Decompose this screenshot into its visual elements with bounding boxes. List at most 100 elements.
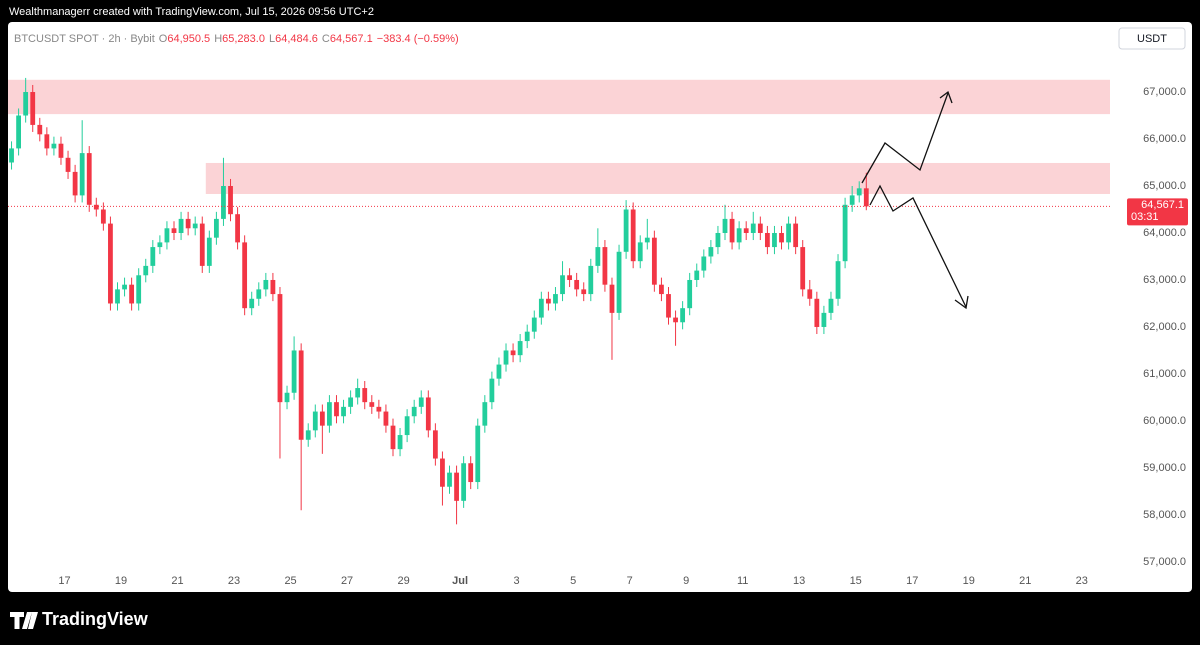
candle-body	[454, 472, 459, 501]
candle-body	[701, 256, 707, 271]
logo: TradingView	[10, 609, 149, 629]
resistance-zone	[8, 79, 1110, 115]
currency[interactable]: USDT	[1137, 33, 1167, 45]
candle-body	[793, 223, 799, 248]
candle-body	[277, 294, 283, 403]
candle-body	[673, 317, 678, 323]
candle-body	[143, 265, 149, 276]
candle-body	[185, 218, 191, 229]
x-tick-label: 15	[850, 575, 862, 587]
candle-body	[44, 134, 50, 149]
candle-body	[228, 185, 233, 215]
candle-body	[171, 228, 177, 233]
candle-body	[828, 298, 834, 313]
ohlc-value: 64,484.6	[275, 33, 318, 45]
candle-body	[30, 92, 36, 125]
candle-body	[496, 364, 502, 379]
y-tick-label: 64,000.0	[1143, 227, 1186, 239]
symbol: BTCUSDT SPOT · 2h · Bybit	[14, 33, 155, 45]
countdown: 03:31	[1131, 211, 1159, 223]
ohlc-key: C	[322, 33, 330, 45]
x-tick-label: 13	[793, 575, 805, 587]
plot	[8, 77, 1110, 525]
candle-body	[192, 223, 198, 229]
candle-body	[807, 289, 813, 299]
x-tick-label: 17	[58, 575, 70, 587]
x-tick-label: 27	[341, 575, 353, 587]
resistance-zone	[205, 162, 1110, 194]
x-tick-label: 17	[906, 575, 918, 587]
candle-body	[786, 223, 791, 243]
candle-body	[567, 275, 572, 280]
candle-body	[644, 237, 650, 243]
candle-body	[418, 397, 424, 407]
candle-body	[341, 406, 346, 417]
candle-body	[772, 232, 777, 248]
y-tick-label: 62,000.0	[1143, 321, 1186, 333]
ohlc-key: O	[159, 33, 168, 45]
y-tick-label: 67,000.0	[1143, 86, 1186, 98]
candle-body	[440, 458, 445, 487]
y-tick-label: 59,000.0	[1143, 462, 1186, 474]
candle-body	[546, 298, 551, 304]
logo-icon	[10, 612, 38, 629]
candle-body	[503, 350, 509, 365]
y-tick-label: 58,000.0	[1143, 509, 1186, 521]
arrow-head	[954, 295, 969, 310]
candle-body	[213, 218, 219, 238]
candle-body	[708, 247, 714, 257]
candle-body	[637, 242, 643, 262]
candle-body	[164, 228, 170, 243]
y-tick-label: 60,000.0	[1143, 415, 1186, 427]
candle-body	[602, 247, 608, 285]
candle-body	[298, 350, 304, 440]
candle-body	[312, 411, 318, 431]
y-tick-label: 63,000.0	[1143, 274, 1186, 286]
x-tick-label: 19	[115, 575, 127, 587]
candle-body	[538, 298, 544, 318]
x-tick-label: 11	[737, 575, 748, 587]
candle-body	[468, 463, 474, 483]
brand: TradingView	[42, 609, 149, 629]
x-tick-label: 21	[171, 575, 183, 587]
attribution: Wealthmanagerr created with TradingView.…	[9, 6, 374, 18]
candle-body	[93, 204, 99, 210]
candle-body	[86, 153, 92, 205]
symbol-header: BTCUSDT SPOT · 2h · Bybit O64,950.5 H65,28…	[14, 33, 459, 45]
candle-body	[482, 402, 488, 426]
candle-body	[397, 435, 403, 450]
change: −383.4 (−0.59%)	[377, 33, 459, 45]
candle-body	[856, 188, 862, 196]
last-price-label: 64,567.1	[1141, 199, 1184, 211]
candle-body	[743, 228, 749, 233]
candle-body	[764, 232, 770, 248]
x-tick-label: 21	[1019, 575, 1031, 587]
axes: 57,000.0 58,000.0 59,000.0 60,000.0 61,000.0…	[58, 86, 1188, 587]
candle-body	[362, 388, 368, 403]
ohlc-key: H	[214, 33, 222, 45]
candle-body	[129, 284, 135, 304]
candle-body	[348, 397, 354, 407]
candle-body	[178, 218, 184, 233]
candle-body	[779, 232, 784, 243]
bull-arrow	[861, 92, 949, 184]
candle-body	[79, 153, 85, 196]
candle-body	[404, 416, 410, 436]
candle-body	[411, 406, 417, 417]
candle-body	[623, 209, 629, 252]
x-tick-label: 3	[514, 575, 520, 587]
x-tick-label: 25	[284, 575, 296, 587]
candle-body	[235, 214, 240, 243]
x-tick-label: 23	[1076, 575, 1088, 587]
candle-body	[425, 397, 431, 431]
candle-body	[553, 294, 558, 304]
candle-body	[863, 188, 869, 207]
currency-button[interactable]	[1118, 27, 1186, 50]
candle-body	[659, 284, 664, 295]
candle-body	[108, 223, 113, 304]
x-tick-label: 19	[963, 575, 975, 587]
candle-body	[750, 223, 756, 233]
candle-body	[256, 289, 262, 299]
candle-body	[666, 294, 671, 318]
